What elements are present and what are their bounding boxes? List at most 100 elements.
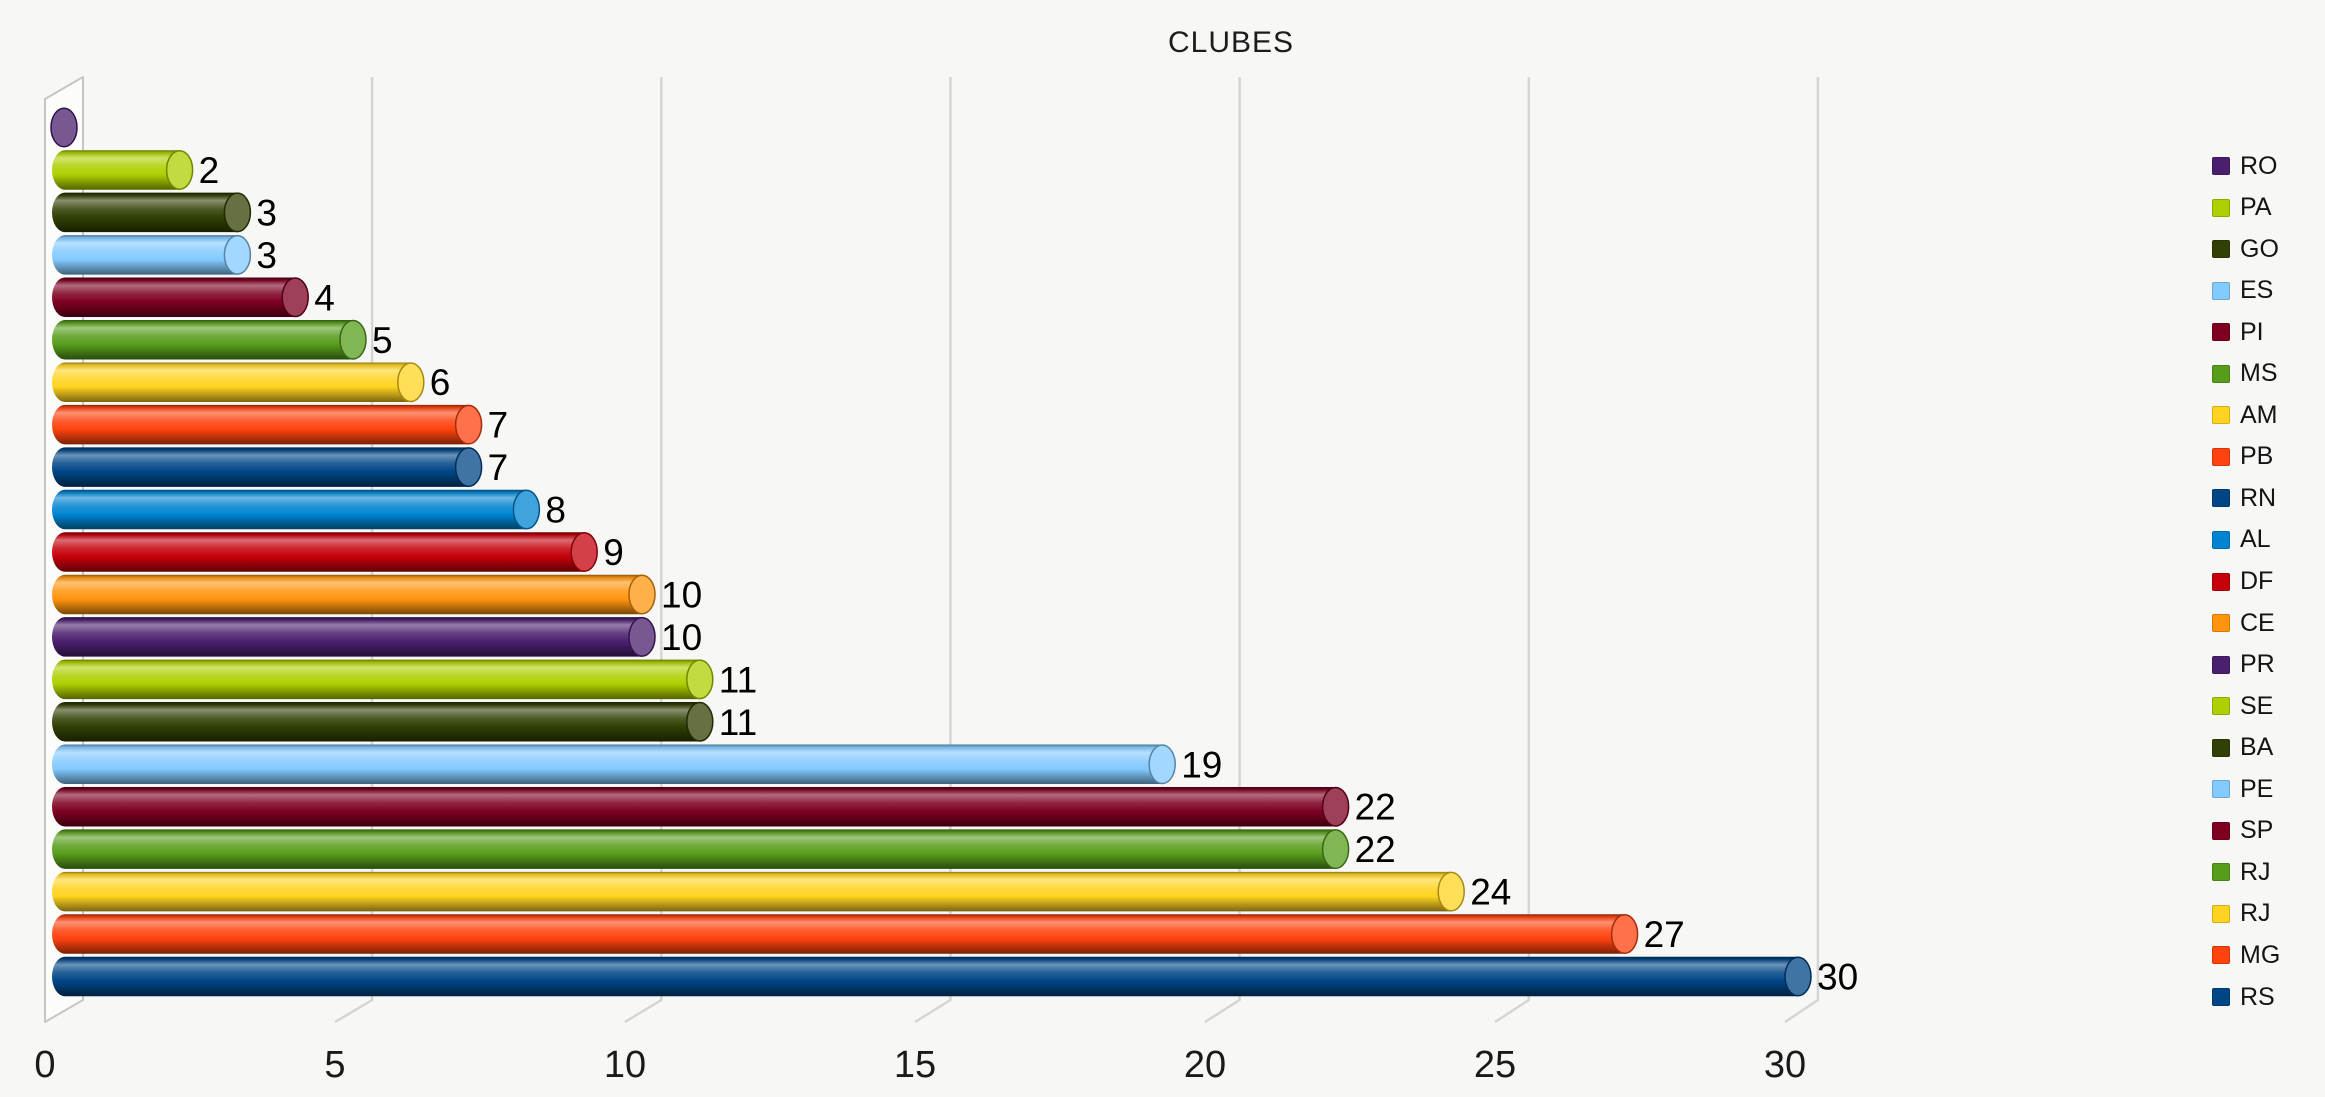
- bar-body: [52, 150, 180, 190]
- legend-item-rn-8: RN: [2212, 480, 2276, 517]
- bar-value-label: 11: [719, 659, 757, 700]
- bar-end-cap: [165, 149, 194, 190]
- legend-swatch-icon: [2212, 157, 2230, 175]
- legend-swatch-icon: [2212, 281, 2230, 300]
- bar-RS: 30: [52, 956, 1858, 998]
- legend-item-df-10: DF: [2212, 563, 2273, 600]
- legend-swatch-icon: [2212, 655, 2230, 674]
- legend-item-label: DF: [2240, 567, 2274, 595]
- legend-swatch-icon: [2212, 406, 2230, 425]
- bar-value-label: 2: [199, 150, 220, 191]
- bar-RJ: 24: [52, 871, 1511, 913]
- legend-item-es-3: ES: [2212, 272, 2273, 309]
- bar-body: [52, 404, 469, 445]
- x-axis-tick-label: 5: [324, 1044, 345, 1086]
- bar-end-cap: [281, 277, 309, 318]
- bar-value-label: 22: [1355, 787, 1396, 828]
- bar-body: [52, 956, 1798, 997]
- bar-GO: 3: [52, 192, 277, 233]
- bar-value-label: 27: [1644, 914, 1685, 955]
- bar-SP: 22: [52, 786, 1396, 828]
- bar-end-cap: [570, 532, 598, 572]
- legend-item-label: PE: [2240, 774, 2274, 803]
- chart-title: CLUBES: [1167, 26, 1295, 59]
- bar-MG: 27: [52, 914, 1685, 955]
- bar-AL: 8: [52, 489, 566, 531]
- bar-PA: 2: [52, 149, 220, 191]
- bar-end-cap: [223, 192, 252, 233]
- bar-value-label: 7: [488, 447, 509, 488]
- bar-value-label: 19: [1181, 744, 1222, 785]
- bar-RJ: 22: [52, 829, 1396, 870]
- legend-swatch-icon: [2212, 780, 2230, 799]
- legend-item-pb-7: PB: [2212, 438, 2273, 475]
- bar-value-label: 22: [1355, 829, 1396, 870]
- legend: RO PA GO ES PI MS AM PB RN AL DF CE PR SE BA PE SP RJ RJ MG…: [2212, 0, 2325, 1097]
- legend-item-ms-5: MS: [2212, 355, 2278, 392]
- legend-item-label: PA: [2240, 193, 2272, 222]
- legend-item-label: PI: [2240, 317, 2264, 346]
- x-axis-tick-label: 15: [894, 1044, 936, 1086]
- bar-RO: [50, 107, 78, 148]
- bar-value-label: 5: [372, 320, 393, 361]
- bar-end-cap: [1321, 786, 1350, 827]
- bar-body: [52, 532, 585, 572]
- bar-body: [52, 786, 1336, 827]
- legend-item-label: CE: [2240, 608, 2275, 637]
- legend-item-label: SP: [2240, 816, 2274, 845]
- bar-body: [52, 871, 1452, 912]
- legend-swatch-icon: [2212, 697, 2230, 716]
- bar-end-cap: [339, 319, 367, 360]
- legend-item-label: RJ: [2240, 857, 2271, 886]
- legend-item-se-13: SE: [2212, 688, 2273, 725]
- legend-item-pi-4: PI: [2212, 314, 2264, 351]
- legend-swatch-icon: [2212, 364, 2230, 383]
- legend-item-label: GO: [2240, 234, 2279, 263]
- bar-MS: 5: [52, 319, 393, 361]
- bar-body: [52, 362, 411, 402]
- bar-end-cap: [397, 362, 425, 403]
- bar-value-label: 10: [661, 617, 702, 658]
- gridline: [1494, 77, 1530, 1024]
- bar-body: [52, 447, 469, 487]
- gridline: [624, 77, 663, 1024]
- bar-end-cap: [686, 659, 714, 700]
- bar-body: [52, 235, 238, 275]
- x-axis-tick-label: 10: [604, 1044, 646, 1086]
- legend-item-pa-1: PA: [2212, 189, 2272, 226]
- bar-value-label: 24: [1470, 872, 1511, 913]
- x-axis-tick-label: 20: [1184, 1044, 1226, 1086]
- bar-value-label: 10: [661, 574, 702, 615]
- bar-end-cap: [1610, 914, 1639, 955]
- bar-body: [52, 744, 1163, 784]
- bar-end-cap: [1148, 744, 1176, 785]
- bar-end-cap: [1784, 956, 1812, 997]
- bar-end-cap: [454, 447, 483, 488]
- legend-item-ba-14: BA: [2212, 729, 2273, 766]
- bar-value-label: 8: [545, 490, 566, 531]
- bar-PR: 10: [52, 616, 702, 658]
- legend-item-am-6: AM: [2212, 397, 2278, 434]
- legend-swatch-icon: [2212, 614, 2230, 633]
- legend-item-label: MS: [2240, 359, 2278, 388]
- bar-body: [52, 659, 700, 700]
- legend-item-label: PR: [2240, 650, 2275, 679]
- legend-swatch-icon: [2212, 904, 2230, 923]
- bar-SE: 11: [52, 659, 757, 700]
- legend-item-pe-15: PE: [2212, 771, 2273, 808]
- gridline: [1784, 77, 1820, 1023]
- bar-AM: 6: [52, 362, 450, 403]
- bar-value-label: 30: [1817, 957, 1858, 998]
- bar-end-cap: [50, 107, 78, 148]
- legend-item-rs-20: RS: [2212, 979, 2275, 1016]
- bar-body: [52, 192, 238, 233]
- bar-body: [52, 914, 1625, 954]
- bar-value-label: 3: [256, 235, 277, 276]
- bar-body: [52, 320, 353, 360]
- bar-ES: 3: [52, 234, 277, 276]
- legend-swatch-icon: [2212, 198, 2230, 217]
- bar-end-cap: [686, 701, 714, 742]
- bar-body: [52, 574, 642, 615]
- x-axis-tick-label: 0: [34, 1044, 55, 1086]
